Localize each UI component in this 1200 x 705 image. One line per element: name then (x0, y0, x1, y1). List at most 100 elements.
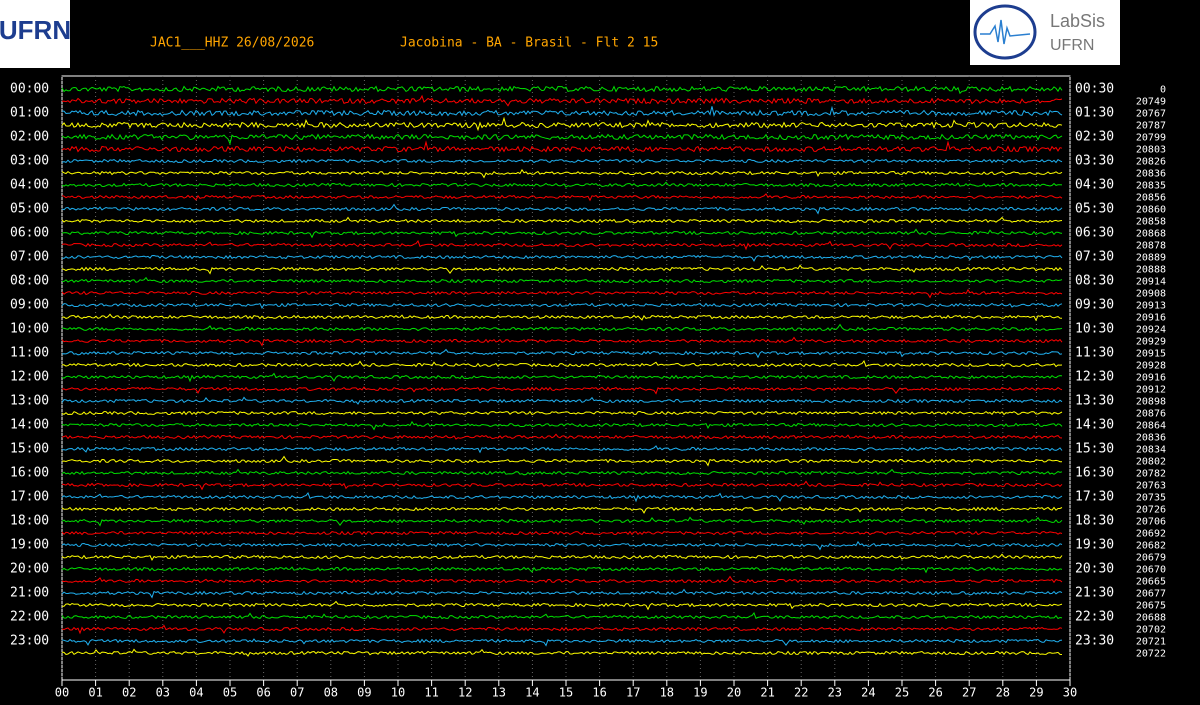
trace (61, 480, 1063, 491)
trace (61, 540, 1063, 551)
x-tick-label: 22 (794, 686, 808, 700)
right-time: 04:30 (1075, 178, 1114, 193)
labsis-logo-wave (980, 19, 1031, 45)
trace (61, 396, 1063, 405)
trace (62, 105, 1063, 117)
left-time: 19:00 (10, 538, 49, 553)
count-label: 20888 (1136, 265, 1166, 276)
count-label: 20924 (1136, 325, 1166, 336)
x-tick-label: 03 (156, 686, 170, 700)
count-label: 20928 (1136, 361, 1166, 372)
left-time: 23:00 (10, 634, 49, 649)
left-time: 05:00 (10, 202, 49, 217)
trace (61, 288, 1063, 299)
x-tick-label: 25 (895, 686, 909, 700)
trace (61, 348, 1063, 359)
left-time: 21:00 (10, 586, 49, 601)
trace (61, 611, 1063, 620)
right-time: 14:30 (1075, 418, 1114, 433)
count-label: 20722 (1136, 649, 1166, 660)
x-tick-label: 05 (223, 686, 237, 700)
x-tick-label: 20 (727, 686, 741, 700)
right-time: 12:30 (1075, 370, 1114, 385)
trace (62, 445, 1063, 454)
trace (61, 491, 1063, 503)
trace (61, 228, 1063, 239)
x-tick-label: 06 (256, 686, 270, 700)
right-time: 09:30 (1075, 298, 1114, 313)
count-label: 20702 (1136, 625, 1166, 636)
x-tick-label: 08 (324, 686, 338, 700)
trace (61, 313, 1063, 322)
x-tick-label: 23 (828, 686, 842, 700)
count-label: 20706 (1136, 517, 1166, 528)
count-label: 20898 (1136, 397, 1166, 408)
right-time: 08:30 (1075, 274, 1114, 289)
left-time: 18:00 (10, 514, 49, 529)
count-label: 20763 (1136, 481, 1166, 492)
x-tick-label: 19 (693, 686, 707, 700)
right-time: 01:30 (1075, 106, 1114, 121)
trace (61, 85, 1063, 95)
count-label: 20835 (1136, 181, 1166, 192)
x-tick-label: 01 (88, 686, 102, 700)
right-time: 23:30 (1075, 634, 1114, 649)
trace (61, 116, 1063, 132)
x-tick-label: 15 (559, 686, 573, 700)
right-time: 15:30 (1075, 442, 1114, 457)
x-tick-label: 24 (861, 686, 875, 700)
left-time: 07:00 (10, 250, 49, 265)
right-time: 07:30 (1075, 250, 1114, 265)
trace (61, 323, 1063, 332)
count-label: 20856 (1136, 193, 1166, 204)
location-title: Jacobina - BA - Brasil - Flt 2 15 (400, 36, 658, 51)
right-time: 20:30 (1075, 562, 1114, 577)
trace (61, 359, 1063, 368)
trace (61, 94, 1063, 107)
left-time: 15:00 (10, 442, 49, 457)
trace (61, 575, 1063, 584)
x-tick-label: 21 (760, 686, 774, 700)
labsis-title: LabSis (1050, 11, 1105, 31)
trace (61, 530, 1063, 536)
count-label: 20858 (1136, 217, 1166, 228)
count-label: 20802 (1136, 457, 1166, 468)
trace (61, 372, 1063, 383)
count-label: 20721 (1136, 637, 1166, 648)
count-label: 20916 (1136, 373, 1166, 384)
x-tick-label: 13 (492, 686, 506, 700)
right-time: 21:30 (1075, 586, 1114, 601)
trace (61, 264, 1063, 275)
x-tick-label: 17 (626, 686, 640, 700)
trace (61, 410, 1063, 416)
trace (61, 168, 1063, 179)
trace (61, 336, 1063, 347)
count-label: 20913 (1136, 301, 1166, 312)
trace (61, 302, 1063, 309)
station-title: JAC1___HHZ 26/08/2026 (150, 36, 314, 51)
trace (61, 506, 1063, 514)
left-time: 22:00 (10, 610, 49, 625)
count-label: 20864 (1136, 421, 1166, 432)
labsis-logo-ring (973, 4, 1037, 60)
count-label: 20787 (1136, 121, 1166, 132)
right-time: 00:30 (1075, 82, 1114, 97)
left-time: 06:00 (10, 226, 49, 241)
x-tick-label: 10 (391, 686, 405, 700)
labsis-logo-box (970, 0, 1120, 65)
left-time: 17:00 (10, 490, 49, 505)
trace (61, 433, 1063, 440)
left-time: 10:00 (10, 322, 49, 337)
left-time: 02:00 (10, 130, 49, 145)
right-time: 11:30 (1075, 346, 1114, 361)
count-label: 20860 (1136, 205, 1166, 216)
x-tick-label: 26 (928, 686, 942, 700)
x-tick-label: 00 (55, 686, 69, 700)
x-tick-label: 16 (592, 686, 606, 700)
count-label: 20914 (1136, 277, 1166, 288)
count-label: 20915 (1136, 349, 1166, 360)
trace (61, 638, 1063, 647)
labsis-sub: UFRN (1050, 37, 1094, 54)
x-tick-label: 12 (458, 686, 472, 700)
x-tick-label: 30 (1063, 686, 1077, 700)
